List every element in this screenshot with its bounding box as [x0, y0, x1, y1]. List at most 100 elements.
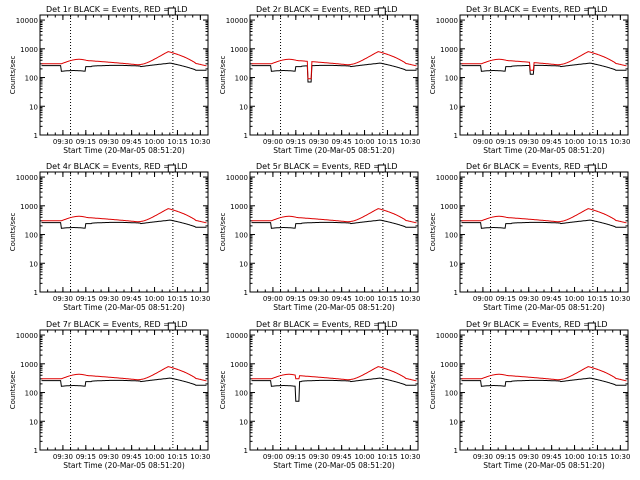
x-tick-label: 09:15 [496, 138, 516, 146]
x-tick-label: 10:30 [400, 295, 420, 303]
y-tick-label: 10000 [226, 332, 248, 340]
x-tick-label: 10:30 [190, 453, 210, 461]
attenuator-marker [167, 7, 176, 16]
x-tick-label: 09:30 [473, 453, 493, 461]
y-tick-label: 1000 [230, 361, 248, 369]
x-tick-label: 10:00 [564, 453, 584, 461]
y-axis-label: Counts/sec [429, 56, 437, 95]
x-axis-label: Start Time (20-Mar-05 08:51:20) [63, 461, 185, 470]
y-tick-label: 10 [449, 260, 458, 268]
x-tick-label: 09:30 [309, 295, 329, 303]
y-tick-label: 10000 [226, 174, 248, 182]
attenuator-marker [167, 164, 176, 173]
series-events-line [41, 62, 207, 72]
x-tick-label: 09:15 [496, 453, 516, 461]
x-tick-label: 09:30 [309, 453, 329, 461]
y-tick-label: 10 [449, 418, 458, 426]
y-tick-label: 100 [25, 390, 38, 398]
detector-panel-1r: Det 1r BLACK = Events, RED = LLD 1 10 100 10… [9, 5, 210, 155]
x-tick-label: 09:30 [519, 453, 539, 461]
x-tick-label: 09:45 [542, 138, 562, 146]
x-tick-label: 09:30 [519, 138, 539, 146]
plot-frame [39, 14, 209, 136]
y-tick-label: 100 [235, 75, 248, 83]
x-tick-label: 09:15 [286, 138, 306, 146]
x-tick-label: 10:00 [144, 453, 164, 461]
series-lld-line [461, 366, 627, 382]
y-axis-label: Counts/sec [219, 213, 227, 252]
series-lld-line [251, 366, 417, 382]
y-tick-label: 1000 [230, 46, 248, 54]
x-tick-label: 10:15 [167, 453, 187, 461]
y-tick-label: 10000 [436, 332, 458, 340]
plot-frame [249, 329, 419, 451]
y-axis-label: Counts/sec [429, 213, 437, 252]
x-tick-label: 09:30 [309, 138, 329, 146]
y-tick-label: 10 [239, 260, 248, 268]
detector-panel-7r: Det 7r BLACK = Events, RED = LLD 1 10 100 10… [9, 320, 210, 470]
x-tick-label: 09:45 [332, 295, 352, 303]
series-events-line [251, 62, 417, 83]
x-tick-label: 09:00 [263, 453, 283, 461]
detector-panel-6r: Det 6r BLACK = Events, RED = LLD 1 10 100 10… [429, 162, 630, 312]
y-tick-label: 1000 [20, 203, 38, 211]
y-tick-label: 100 [445, 232, 458, 240]
y-axis-label: Counts/sec [9, 371, 17, 410]
y-tick-label: 100 [235, 232, 248, 240]
plot-frame [249, 171, 419, 293]
x-tick-label: 10:00 [354, 138, 374, 146]
attenuator-marker [377, 322, 386, 331]
x-tick-label: 10:30 [190, 295, 210, 303]
x-axis-label: Start Time (20-Mar-05 08:51:20) [63, 146, 185, 155]
plot-frame [249, 14, 419, 136]
y-tick-label: 1 [454, 447, 458, 455]
x-tick-label: 10:00 [354, 295, 374, 303]
series-lld-line [251, 51, 417, 80]
y-tick-label: 10000 [436, 174, 458, 182]
x-tick-label: 10:15 [377, 295, 397, 303]
x-tick-label: 10:30 [610, 138, 630, 146]
x-tick-label: 10:30 [610, 295, 630, 303]
y-tick-label: 1 [454, 132, 458, 140]
x-tick-label: 09:30 [99, 138, 119, 146]
y-tick-label: 1000 [20, 46, 38, 54]
y-tick-label: 100 [25, 75, 38, 83]
x-axis-label: Start Time (20-Mar-05 08:51:20) [273, 461, 395, 470]
y-tick-label: 1000 [440, 361, 458, 369]
detector-panel-5r: Det 5r BLACK = Events, RED = LLD 1 10 100 10… [219, 162, 420, 312]
x-tick-label: 10:30 [610, 453, 630, 461]
x-tick-label: 10:00 [564, 295, 584, 303]
y-tick-label: 1000 [440, 203, 458, 211]
detector-panel-2r: Det 2r BLACK = Events, RED = LLD 1 10 100 10… [219, 5, 420, 155]
y-axis-label: Counts/sec [429, 371, 437, 410]
x-tick-label: 09:15 [286, 453, 306, 461]
y-tick-label: 1 [454, 289, 458, 297]
detector-panel-4r: Det 4r BLACK = Events, RED = LLD 1 10 100 10… [9, 162, 210, 312]
series-lld-line [461, 51, 627, 71]
detector-panel-3r: Det 3r BLACK = Events, RED = LLD 1 10 100 10… [429, 5, 630, 155]
x-tick-label: 09:15 [76, 295, 96, 303]
y-tick-label: 1000 [20, 361, 38, 369]
x-tick-label: 09:45 [122, 453, 142, 461]
x-tick-label: 09:30 [99, 453, 119, 461]
x-tick-label: 09:30 [99, 295, 119, 303]
attenuator-marker [587, 164, 596, 173]
panel-title: Det 1r BLACK = Events, RED = LLD [46, 5, 188, 14]
panel-title: Det 5r BLACK = Events, RED = LLD [256, 162, 398, 171]
x-tick-label: 10:15 [167, 295, 187, 303]
y-tick-label: 10 [239, 418, 248, 426]
panel-title: Det 2r BLACK = Events, RED = LLD [256, 5, 398, 14]
y-tick-label: 10 [29, 103, 38, 111]
y-axis-label: Counts/sec [9, 213, 17, 252]
plot-frame [459, 171, 629, 293]
series-lld-line [41, 51, 207, 67]
x-tick-label: 09:15 [286, 295, 306, 303]
panel-title: Det 7r BLACK = Events, RED = LLD [46, 320, 188, 329]
series-events-line [461, 377, 627, 387]
x-tick-label: 09:00 [263, 295, 283, 303]
y-tick-label: 10 [449, 103, 458, 111]
x-tick-label: 09:30 [519, 295, 539, 303]
y-tick-label: 10000 [16, 174, 38, 182]
x-tick-label: 09:30 [53, 138, 73, 146]
